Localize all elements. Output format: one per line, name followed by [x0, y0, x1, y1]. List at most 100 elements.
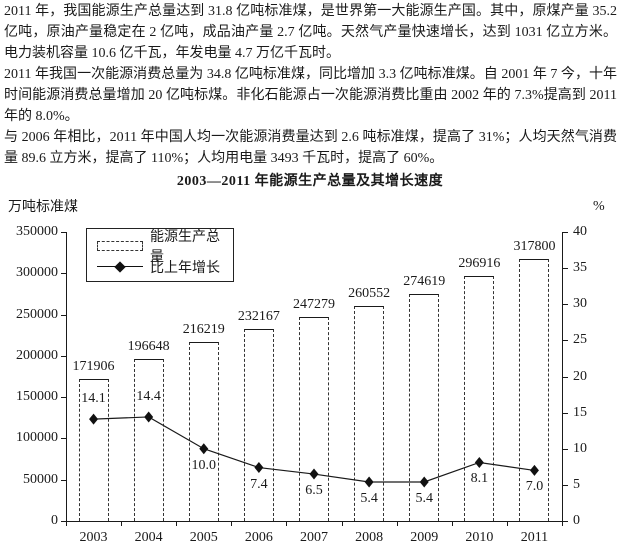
right-axis-tick-label: 25 [573, 332, 587, 348]
growth-value-label: 14.1 [81, 391, 106, 407]
bar-value-label: 216219 [182, 322, 225, 338]
paragraph-energy-consumption: 2011 年我国一次能源消费总量为 34.8 亿吨标准煤，同比增加 3.3 亿吨… [4, 67, 617, 124]
line-marker-diamond-icon [89, 413, 99, 425]
bar-value-label: 232167 [237, 309, 280, 325]
left-axis-tick-label: 100000 [16, 430, 58, 446]
line-marker-diamond-icon [309, 468, 319, 480]
left-axis-tick-label: 300000 [16, 265, 58, 281]
line-marker-diamond-icon [254, 462, 264, 474]
x-axis-tick [451, 521, 453, 526]
growth-value-label: 14.4 [136, 388, 161, 404]
left-axis-tick [61, 479, 66, 481]
right-axis-tick-label: 40 [573, 224, 587, 239]
bar-series-swatch-icon [97, 240, 143, 251]
x-axis-tick [341, 521, 343, 526]
x-axis-tick [396, 521, 398, 526]
x-axis-category-label: 2007 [300, 530, 328, 545]
right-axis-tick-label: 15 [573, 404, 587, 420]
x-axis [66, 521, 563, 522]
growth-value-label: 5.4 [360, 490, 378, 506]
x-axis-category-label: 2008 [355, 530, 384, 545]
legend-item-line: 比上年增长 [97, 256, 233, 277]
paragraph-per-capita: 与 2006 年相比，2011 年中国人均一次能源消费量达到 2.6 吨标准煤，… [4, 130, 617, 166]
right-axis-tick [563, 521, 568, 522]
bar-value-label: 296916 [458, 255, 501, 271]
right-axis-tick-label: 5 [573, 476, 580, 492]
bar-value-label: 317800 [513, 238, 556, 254]
bar-2003 [78, 379, 109, 521]
x-axis-category-label: 2004 [134, 530, 163, 545]
left-axis-tick [61, 438, 66, 440]
left-axis-tick [61, 521, 66, 522]
bar-2009 [409, 294, 440, 521]
growth-value-label: 7.4 [250, 476, 268, 492]
left-axis-tick-label: 150000 [16, 389, 58, 405]
bar-2010 [464, 275, 495, 521]
bar-value-label: 247279 [293, 296, 335, 312]
left-axis-unit-label: 万吨标准煤 [8, 200, 78, 215]
line-marker-diamond-icon [199, 443, 209, 455]
x-axis-category-label: 2003 [79, 530, 108, 545]
bar-value-label: 260552 [348, 285, 391, 301]
left-axis-tick-label: 200000 [16, 347, 58, 363]
intro-text: 2011 年，我国能源生产总量达到 31.8 亿吨标准煤，是世界第一大能源生产国… [4, 1, 617, 169]
x-axis-tick [66, 521, 67, 526]
line-marker-diamond-icon [529, 464, 539, 476]
legend-label-bars: 能源生产总量 [150, 229, 220, 265]
right-axis-tick-label: 0 [573, 513, 580, 528]
growth-value-label: 8.1 [470, 471, 489, 487]
right-axis-tick [563, 412, 568, 414]
growth-value-label: 5.4 [415, 490, 433, 506]
right-axis-tick [563, 304, 568, 306]
left-axis-tick-label: 50000 [23, 471, 58, 487]
line-marker-diamond-icon [364, 476, 374, 488]
right-axis-tick [563, 232, 568, 233]
x-axis-category-label: 2011 [520, 530, 549, 545]
chart-title: 2003—2011 年能源生产总量及其增长速度 [176, 174, 444, 189]
x-axis-category-label: 2005 [189, 530, 218, 545]
x-axis-tick [176, 521, 178, 526]
left-axis-tick [61, 397, 66, 399]
legend-label-line: 比上年增长 [150, 260, 220, 276]
bar-value-label: 196648 [127, 338, 170, 354]
bar-2006 [243, 329, 274, 521]
x-axis-category-label: 2010 [465, 530, 494, 545]
line-marker-diamond-icon [474, 456, 484, 468]
right-axis-unit-label: % [593, 199, 605, 214]
bar-value-label: 171906 [72, 359, 115, 375]
right-axis-tick [563, 340, 568, 342]
left-axis-tick [61, 273, 66, 275]
legend-item-bars: 能源生产总量 [97, 230, 233, 265]
bar-2011 [519, 258, 550, 521]
right-axis-tick [563, 376, 568, 378]
bar-2004 [133, 358, 164, 521]
growth-value-label: 6.5 [305, 483, 323, 499]
bar-2005 [188, 342, 219, 521]
bar-value-label: 274619 [403, 274, 446, 290]
right-axis-tick-label: 20 [573, 368, 587, 384]
line-marker-diamond-icon [144, 411, 154, 423]
chart-legend: 能源生产总量 比上年增长 [86, 228, 234, 282]
x-axis-tick [562, 521, 563, 526]
left-axis-tick [61, 232, 66, 233]
left-axis-tick-label: 350000 [16, 224, 58, 239]
paragraph-energy-production: 2011 年，我国能源生产总量达到 31.8 亿吨标准煤，是世界第一大能源生产国… [4, 4, 617, 61]
x-axis-tick [121, 521, 123, 526]
bar-2007 [299, 316, 329, 521]
x-axis-tick [286, 521, 288, 526]
right-axis-tick-label: 35 [573, 260, 587, 276]
right-axis-tick [563, 268, 568, 270]
left-axis-tick-label: 250000 [16, 306, 58, 322]
left-axis-tick [61, 355, 66, 357]
growth-value-label: 10.0 [191, 457, 217, 473]
right-axis-tick-label: 10 [573, 440, 587, 456]
growth-value-label: 7.0 [525, 479, 544, 495]
y-axis-left [66, 232, 67, 521]
line-marker-diamond-icon [419, 476, 429, 488]
right-axis-tick [563, 484, 568, 486]
y-axis-right [562, 232, 563, 521]
x-axis-category-label: 2006 [244, 530, 273, 545]
x-axis-tick [231, 521, 233, 526]
